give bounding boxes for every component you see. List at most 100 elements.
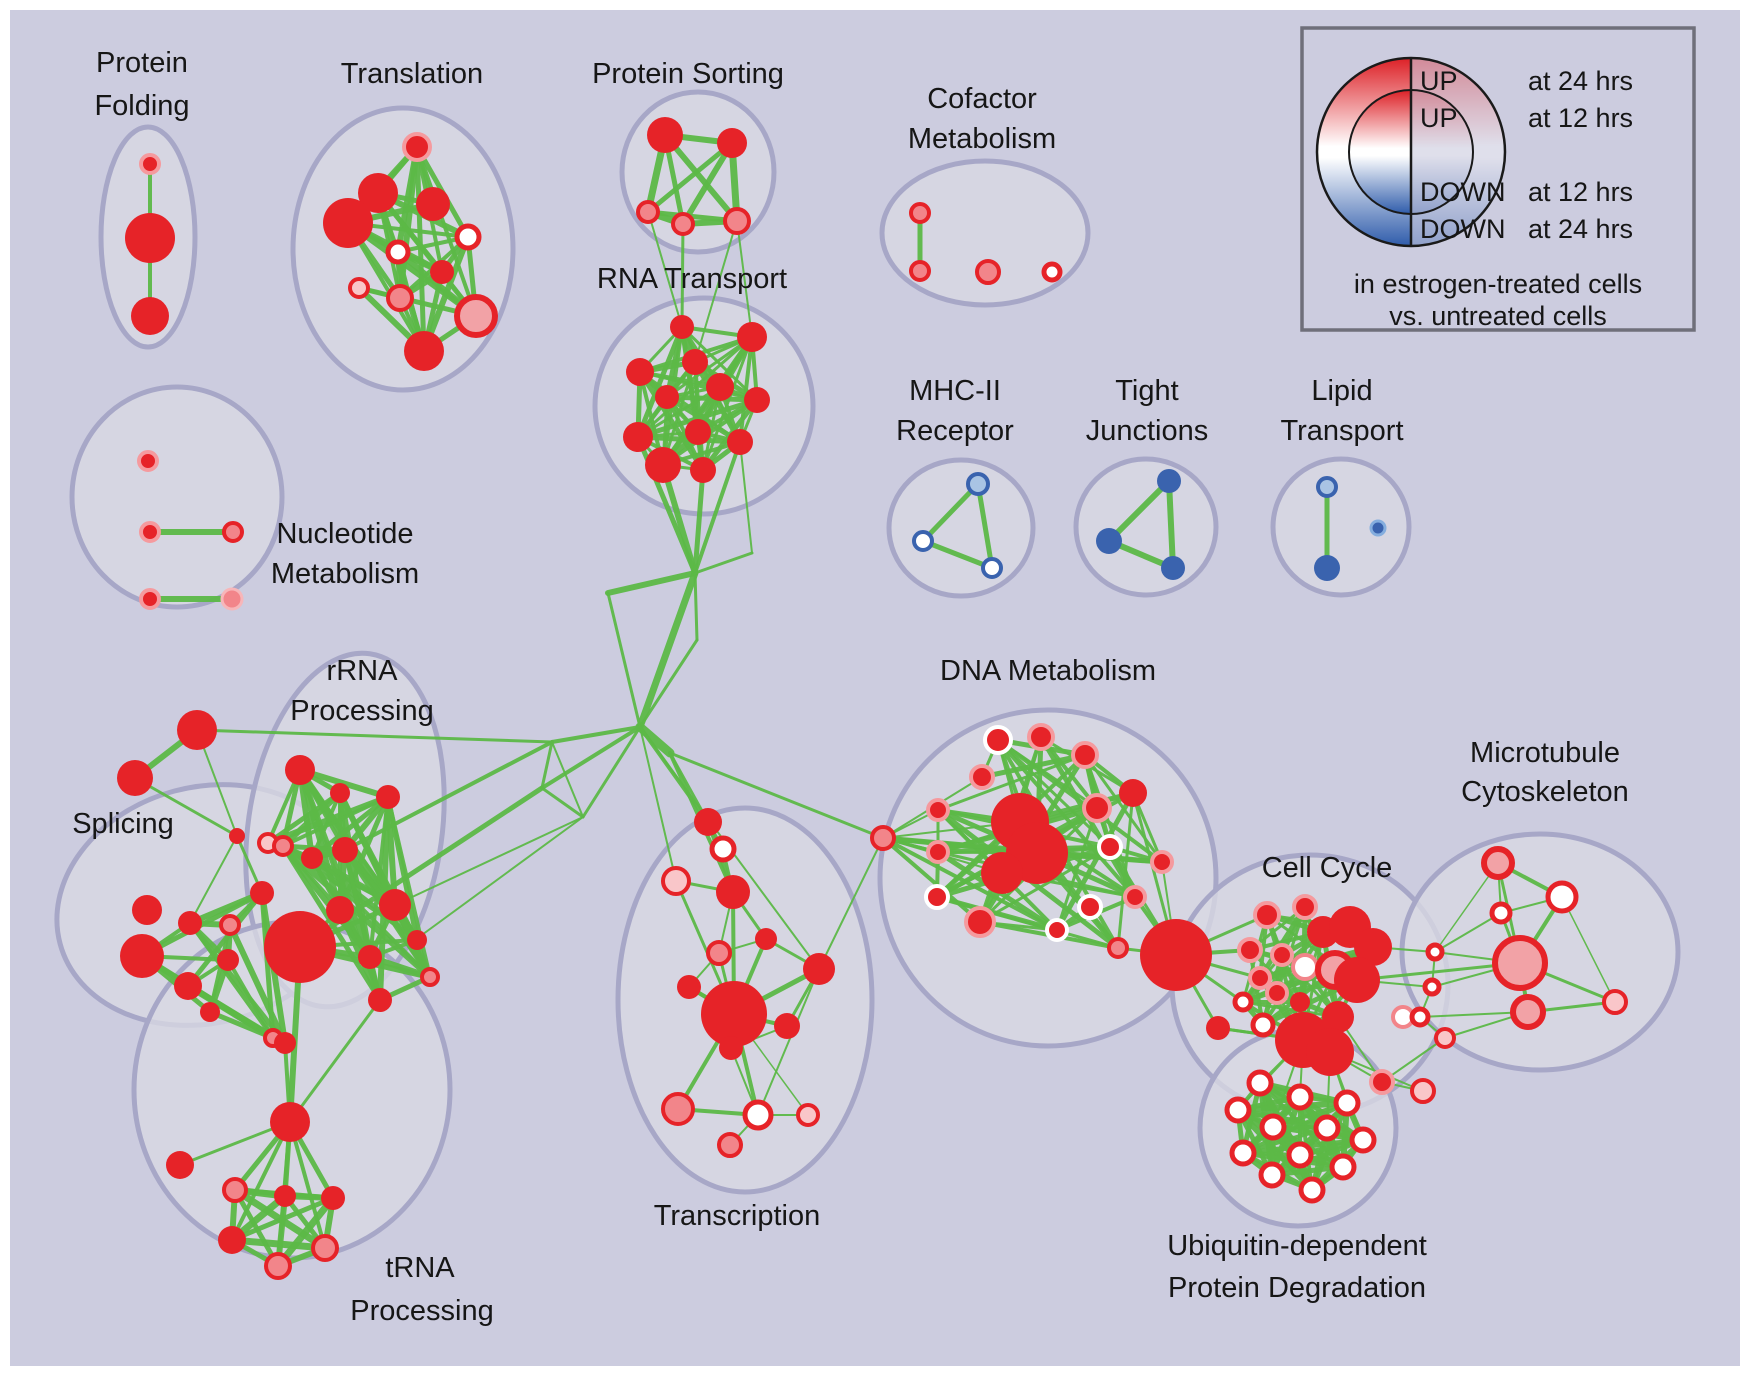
network-node (670, 315, 694, 339)
network-node (969, 764, 995, 790)
cluster-label-cell-cycle: Cell Cycle (1262, 852, 1393, 884)
network-edge (693, 551, 754, 575)
network-node (706, 940, 732, 966)
network-edge (195, 728, 554, 744)
cluster-label-dna-metabolism: DNA Metabolism (940, 655, 1156, 687)
network-edge (1106, 478, 1172, 544)
network-edge (978, 845, 1112, 924)
legend-direction-label: DOWN (1420, 177, 1505, 207)
legend-right-half-fade (1411, 58, 1505, 246)
legend-direction-label: UP (1420, 103, 1458, 133)
network-edge (668, 751, 885, 840)
network-node (1314, 555, 1340, 581)
legend-time-label: at 12 hrs (1528, 103, 1633, 133)
cluster-label-protein-folding: Protein (96, 47, 188, 79)
cluster-ellipse-mhc-ii-receptor (886, 457, 1036, 599)
network-node (1292, 894, 1318, 920)
network-node (682, 349, 708, 375)
network-node (737, 322, 767, 352)
network-node (909, 260, 931, 282)
network-edge (639, 726, 677, 882)
network-node (719, 1036, 743, 1060)
network-edge (638, 638, 699, 729)
cluster-label-cofactor-metabolism: Metabolism (908, 123, 1056, 155)
network-node (870, 825, 896, 851)
network-edge (645, 140, 735, 215)
network-edge (1261, 930, 1325, 1027)
network-node (924, 884, 950, 910)
network-edge (680, 140, 735, 227)
cluster-label-ubiquitin-degradation: Protein Degradation (1168, 1272, 1426, 1304)
legend-caption: vs. untreated cells (1389, 301, 1607, 331)
network-edge (415, 145, 478, 318)
network-edge (660, 462, 698, 576)
network-node (975, 259, 1001, 285)
network-node (1545, 880, 1579, 914)
network-edge (757, 968, 820, 1116)
network-edge (920, 538, 995, 571)
network-node (131, 297, 169, 335)
network-edge (550, 725, 642, 744)
legend-caption: in estrogen-treated cells (1354, 269, 1642, 299)
network-node (755, 928, 777, 950)
network-edge (1241, 1126, 1329, 1155)
network-edge (274, 1194, 337, 1270)
network-node (1250, 1012, 1276, 1038)
network-node (1045, 918, 1069, 942)
network-node (1369, 1069, 1395, 1095)
network-node (1232, 991, 1254, 1013)
network-node (1369, 519, 1387, 537)
network-node (796, 1103, 820, 1127)
network-edge (979, 752, 1088, 780)
network-node (1291, 953, 1319, 981)
network-node (1206, 1016, 1230, 1040)
network-node (386, 284, 414, 312)
network-edge (288, 998, 382, 1124)
network-node (926, 798, 950, 822)
network-node (636, 200, 660, 224)
network-edge (647, 210, 683, 328)
network-node (1082, 793, 1112, 823)
network-node (1119, 779, 1147, 807)
network-edge (692, 467, 706, 576)
network-edge (693, 571, 699, 642)
network-node (220, 587, 244, 611)
cluster-label-trna-processing: Processing (350, 1295, 493, 1327)
network-node (1322, 1001, 1354, 1033)
network-node (1071, 741, 1099, 769)
network-node (1306, 1028, 1354, 1076)
legend-layer: UP at 24 hrs UP at 12 hrs DOWN at 12 hrs DOWN a… (1300, 26, 1696, 332)
network-node (1248, 966, 1272, 990)
cluster-label-mhc-ii-receptor: Receptor (896, 415, 1014, 447)
network-node (1123, 885, 1147, 909)
network-node (1602, 989, 1628, 1015)
network-edge (636, 569, 699, 731)
network-node (376, 785, 400, 809)
network-node (264, 911, 336, 983)
network-node (1349, 1126, 1377, 1154)
network-edge (818, 837, 884, 970)
network-node (174, 972, 202, 1000)
network-node (727, 429, 753, 455)
network-node (709, 835, 737, 863)
network-node (326, 896, 354, 924)
network-edge (881, 836, 982, 924)
network-node (1333, 1089, 1361, 1117)
network-node (1259, 1113, 1287, 1141)
network-node (272, 835, 294, 857)
network-node (1027, 723, 1055, 751)
network-node (661, 1092, 695, 1126)
network-edge (280, 843, 383, 1003)
network-node (1298, 1176, 1326, 1204)
network-node (1492, 935, 1548, 991)
cluster-label-protein-sorting: Protein Sorting (592, 58, 784, 90)
cluster-label-translation: Translation (341, 58, 483, 90)
cluster-label-lipid-transport: Transport (1280, 415, 1403, 447)
network-node (1481, 846, 1515, 880)
network-edge (1054, 790, 1136, 933)
network-node (330, 783, 350, 803)
network-edge (739, 441, 753, 554)
legend-time-label: at 24 hrs (1528, 66, 1633, 96)
network-edge (551, 741, 584, 818)
network-node (647, 117, 683, 153)
